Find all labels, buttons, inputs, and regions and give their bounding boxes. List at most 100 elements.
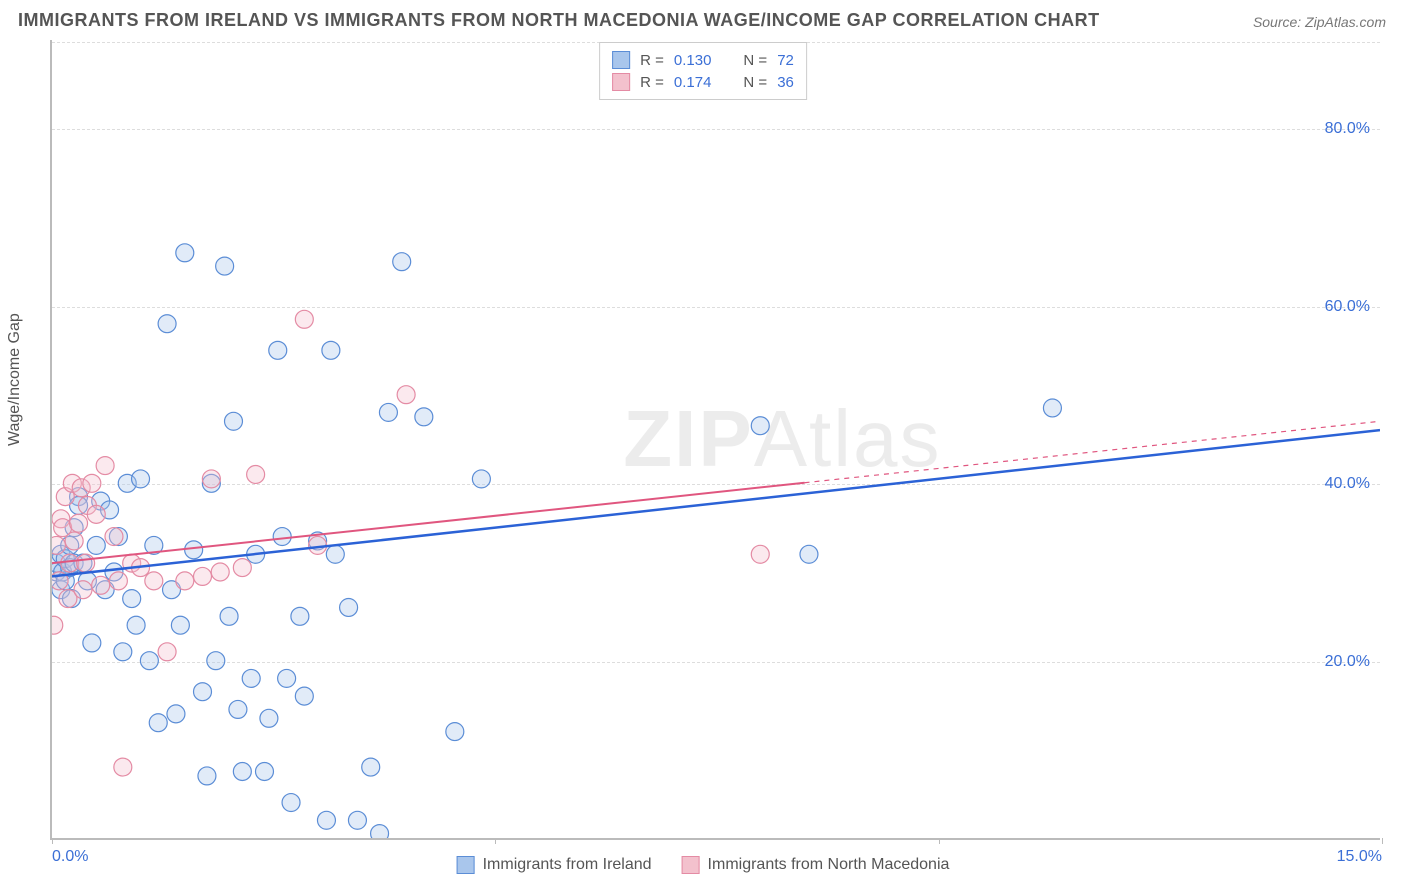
legend-bottom: Immigrants from Ireland Immigrants from N…	[457, 856, 950, 874]
scatter-point	[273, 528, 291, 546]
scatter-point	[52, 616, 63, 634]
scatter-point	[123, 590, 141, 608]
scatter-point	[348, 811, 366, 829]
scatter-point	[52, 536, 65, 554]
plot-area: ZIPAtlas 20.0%40.0%60.0%80.0%0.0%15.0%	[50, 40, 1380, 840]
scatter-point	[132, 470, 150, 488]
trend-line	[52, 430, 1380, 576]
legend-top: R =0.130N =72R =0.174N =36	[599, 42, 807, 100]
legend-swatch	[612, 51, 630, 69]
scatter-point	[291, 607, 309, 625]
trend-line	[52, 483, 805, 563]
scatter-point	[61, 554, 79, 572]
scatter-point	[233, 763, 251, 781]
scatter-point	[171, 616, 189, 634]
scatter-point	[278, 669, 296, 687]
chart-title: IMMIGRANTS FROM IRELAND VS IMMIGRANTS FR…	[18, 10, 1100, 31]
scatter-point	[194, 567, 212, 585]
scatter-point	[198, 767, 216, 785]
x-tick-mark	[1382, 838, 1383, 844]
legend-swatch	[457, 856, 475, 874]
scatter-point	[282, 794, 300, 812]
legend-n-label: N =	[743, 74, 767, 91]
scatter-point	[114, 758, 132, 776]
y-axis-label: Wage/Income Gap	[6, 313, 24, 446]
scatter-point	[225, 412, 243, 430]
scatter-point	[260, 709, 278, 727]
scatter-point	[105, 528, 123, 546]
scatter-point	[255, 763, 273, 781]
scatter-point	[92, 576, 110, 594]
scatter-point	[229, 700, 247, 718]
scatter-point	[371, 825, 389, 838]
scatter-point	[96, 457, 114, 475]
scatter-point	[322, 341, 340, 359]
legend-bottom-item: Immigrants from Ireland	[457, 856, 652, 874]
x-tick-mark	[52, 838, 53, 844]
scatter-point	[751, 545, 769, 563]
x-tick-label: 0.0%	[52, 848, 88, 866]
scatter-point	[295, 687, 313, 705]
legend-top-row: R = 0.174 N = 36	[612, 71, 794, 93]
scatter-point	[145, 572, 163, 590]
scatter-point	[379, 403, 397, 421]
scatter-point	[167, 705, 185, 723]
trend-line-dashed	[805, 421, 1380, 482]
scatter-point	[242, 669, 260, 687]
scatter-point	[216, 257, 234, 275]
scatter-point	[751, 417, 769, 435]
legend-r-value: 0.174	[674, 74, 712, 91]
scatter-point	[233, 559, 251, 577]
scatter-point	[194, 683, 212, 701]
scatter-point	[472, 470, 490, 488]
scatter-point	[87, 536, 105, 554]
scatter-point	[185, 541, 203, 559]
legend-r-value: 0.130	[674, 52, 712, 69]
legend-series-label: Immigrants from Ireland	[483, 856, 652, 874]
scatter-point	[295, 310, 313, 328]
x-tick-mark	[495, 838, 496, 844]
scatter-point	[109, 572, 127, 590]
scatter-point	[397, 386, 415, 404]
scatter-point	[176, 244, 194, 262]
scatter-point	[140, 652, 158, 670]
scatter-point	[77, 554, 95, 572]
scatter-point	[74, 581, 92, 599]
scatter-point	[149, 714, 167, 732]
scatter-point	[446, 723, 464, 741]
scatter-point	[1043, 399, 1061, 417]
scatter-point	[800, 545, 818, 563]
legend-swatch	[612, 73, 630, 91]
chart-container: IMMIGRANTS FROM IRELAND VS IMMIGRANTS FR…	[0, 0, 1406, 892]
legend-n-value: 36	[777, 74, 794, 91]
scatter-point	[202, 470, 220, 488]
scatter-point	[87, 505, 105, 523]
scatter-point	[114, 643, 132, 661]
source-label: Source: ZipAtlas.com	[1253, 14, 1386, 30]
scatter-point	[127, 616, 145, 634]
scatter-point	[158, 643, 176, 661]
scatter-point	[70, 514, 88, 532]
scatter-point	[362, 758, 380, 776]
scatter-point	[317, 811, 335, 829]
scatter-point	[207, 652, 225, 670]
scatter-point	[83, 634, 101, 652]
legend-r-label: R =	[640, 74, 664, 91]
scatter-point	[340, 598, 358, 616]
scatter-point	[247, 465, 265, 483]
scatter-point	[326, 545, 344, 563]
legend-top-row: R =0.130N =72	[612, 49, 794, 71]
scatter-point	[269, 341, 287, 359]
scatter-point	[83, 474, 101, 492]
scatter-point	[158, 315, 176, 333]
legend-swatch	[682, 856, 700, 874]
legend-r-label: R =	[640, 52, 664, 69]
x-tick-mark	[939, 838, 940, 844]
legend-series-label: Immigrants from North Macedonia	[708, 856, 950, 874]
scatter-point	[211, 563, 229, 581]
scatter-point	[415, 408, 433, 426]
scatter-point	[393, 253, 411, 271]
x-tick-label: 15.0%	[1337, 848, 1382, 866]
scatter-point	[65, 532, 83, 550]
scatter-point	[220, 607, 238, 625]
